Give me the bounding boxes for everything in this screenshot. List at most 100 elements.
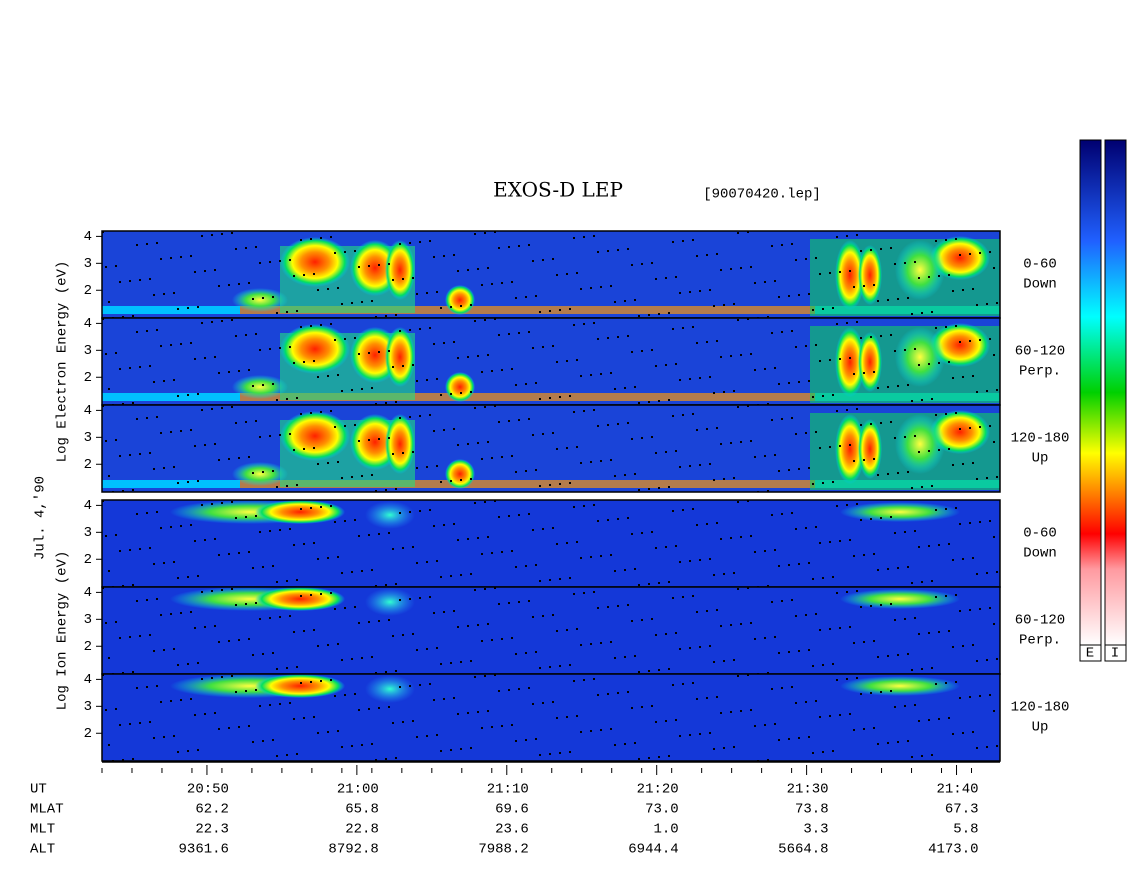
noise — [262, 471, 264, 473]
noise — [955, 238, 957, 240]
noise — [747, 587, 749, 589]
noise — [576, 272, 578, 274]
noise — [740, 354, 742, 356]
noise — [313, 629, 315, 631]
noise — [279, 260, 281, 262]
noise — [354, 606, 356, 608]
noise — [375, 403, 377, 405]
noise — [720, 538, 722, 540]
noise — [310, 681, 312, 683]
noise — [979, 608, 981, 610]
noise — [515, 740, 517, 742]
noise — [102, 231, 104, 233]
noise — [607, 519, 609, 521]
noise — [706, 341, 708, 343]
noise — [931, 667, 933, 669]
noise — [617, 518, 619, 520]
noise — [279, 529, 281, 531]
noise — [737, 675, 739, 677]
colorbar — [1079, 139, 1102, 646]
blob — [232, 375, 288, 399]
noise — [993, 267, 995, 269]
noise — [262, 384, 264, 386]
noise — [679, 466, 681, 468]
noise — [808, 293, 810, 295]
noise — [747, 405, 749, 407]
ephemeris-value: 7988.2 — [478, 842, 528, 858]
noise — [962, 558, 964, 560]
noise — [194, 271, 196, 273]
noise — [962, 463, 964, 465]
noise — [450, 306, 452, 308]
noise — [136, 244, 138, 246]
noise — [559, 309, 561, 311]
noise — [887, 655, 889, 657]
noise — [918, 451, 920, 453]
noise — [457, 357, 459, 359]
x-tick-label: 21:20 — [637, 782, 679, 798]
noise — [511, 550, 513, 552]
noise — [194, 540, 196, 542]
noise — [177, 751, 179, 753]
noise — [740, 623, 742, 625]
noise — [426, 466, 428, 468]
noise — [836, 323, 838, 325]
noise — [197, 749, 199, 751]
noise — [539, 580, 541, 582]
noise — [173, 648, 175, 650]
noise — [436, 647, 438, 649]
noise — [566, 629, 568, 631]
noise — [720, 712, 722, 714]
noise — [498, 603, 500, 605]
noise — [668, 668, 670, 670]
noise — [931, 580, 933, 582]
noise — [180, 525, 182, 527]
noise — [918, 364, 920, 366]
noise — [303, 717, 305, 719]
noise — [979, 426, 981, 428]
y-tick-label: 2 — [84, 370, 92, 386]
noise — [774, 723, 776, 725]
noise — [498, 516, 500, 518]
noise — [146, 330, 148, 332]
noise — [549, 666, 551, 668]
noise — [303, 448, 305, 450]
noise — [180, 343, 182, 345]
noise — [576, 541, 578, 543]
noise — [231, 232, 233, 234]
noise — [696, 524, 698, 526]
noise — [320, 411, 322, 413]
noise — [334, 339, 336, 341]
noise — [163, 380, 165, 382]
noise — [255, 515, 257, 517]
noise — [634, 299, 636, 301]
noise — [474, 502, 476, 504]
noise — [201, 409, 203, 411]
noise — [238, 726, 240, 728]
noise — [481, 640, 483, 642]
noise — [948, 448, 950, 450]
noise — [897, 472, 899, 474]
noise — [849, 626, 851, 628]
noise — [211, 590, 213, 592]
noise — [672, 328, 674, 330]
noise — [436, 734, 438, 736]
ephemeris-value: 3.3 — [803, 822, 828, 838]
noise — [658, 582, 660, 584]
noise — [877, 387, 879, 389]
noise — [614, 475, 616, 477]
noise — [535, 382, 537, 384]
noise — [385, 671, 387, 673]
noise — [477, 355, 479, 357]
noise — [638, 315, 640, 317]
noise — [788, 651, 790, 653]
noise — [921, 668, 923, 670]
noise — [938, 275, 940, 277]
noise — [894, 706, 896, 708]
noise — [583, 236, 585, 238]
noise — [607, 693, 609, 695]
noise — [412, 546, 414, 548]
noise — [416, 380, 418, 382]
noise — [221, 320, 223, 322]
noise — [412, 633, 414, 635]
